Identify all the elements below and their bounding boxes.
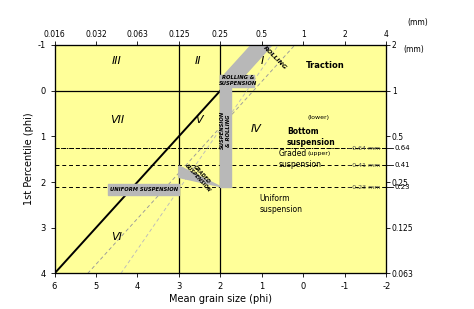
Text: 0.64: 0.64 (394, 145, 410, 151)
X-axis label: Mean grain size (phi): Mean grain size (phi) (169, 294, 272, 304)
Text: IV: IV (250, 125, 261, 134)
Text: Uniform
suspension: Uniform suspension (260, 194, 303, 214)
Polygon shape (179, 166, 220, 187)
Text: VI: VI (111, 232, 122, 242)
Polygon shape (225, 45, 272, 74)
Text: GRADED
SUSPENSION: GRADED SUSPENSION (184, 159, 216, 193)
Text: −0.41 mm: −0.41 mm (347, 163, 380, 167)
Text: 0.23: 0.23 (394, 184, 410, 190)
Text: III: III (112, 56, 122, 66)
Text: SUSPENSION
& ROLLING: SUSPENSION & ROLLING (220, 111, 231, 150)
Text: Graded
suspension: Graded suspension (279, 150, 321, 169)
Text: (mm): (mm) (403, 45, 424, 54)
Text: V: V (195, 115, 203, 125)
Text: (lower): (lower) (308, 116, 329, 121)
Text: 0.41: 0.41 (394, 162, 410, 168)
Polygon shape (220, 74, 254, 87)
Text: (mm): (mm) (407, 18, 428, 27)
Text: −0.64 mm: −0.64 mm (347, 146, 380, 151)
Text: −0.23 mm: −0.23 mm (346, 185, 380, 190)
Text: I: I (260, 56, 264, 66)
Text: Traction: Traction (305, 61, 344, 70)
Text: (upper): (upper) (308, 151, 331, 156)
Polygon shape (109, 184, 179, 195)
Text: ROLLING &
SUSPENSION: ROLLING & SUSPENSION (219, 75, 257, 86)
Text: Bottom
suspension: Bottom suspension (287, 128, 336, 147)
Polygon shape (220, 74, 231, 187)
Text: VII: VII (109, 115, 124, 125)
Text: UNIFORM SUSPENSION: UNIFORM SUSPENSION (109, 187, 178, 192)
Text: II: II (194, 56, 201, 66)
Text: ROLLING: ROLLING (263, 45, 288, 70)
Y-axis label: 1st Percentile (phi): 1st Percentile (phi) (25, 113, 35, 205)
